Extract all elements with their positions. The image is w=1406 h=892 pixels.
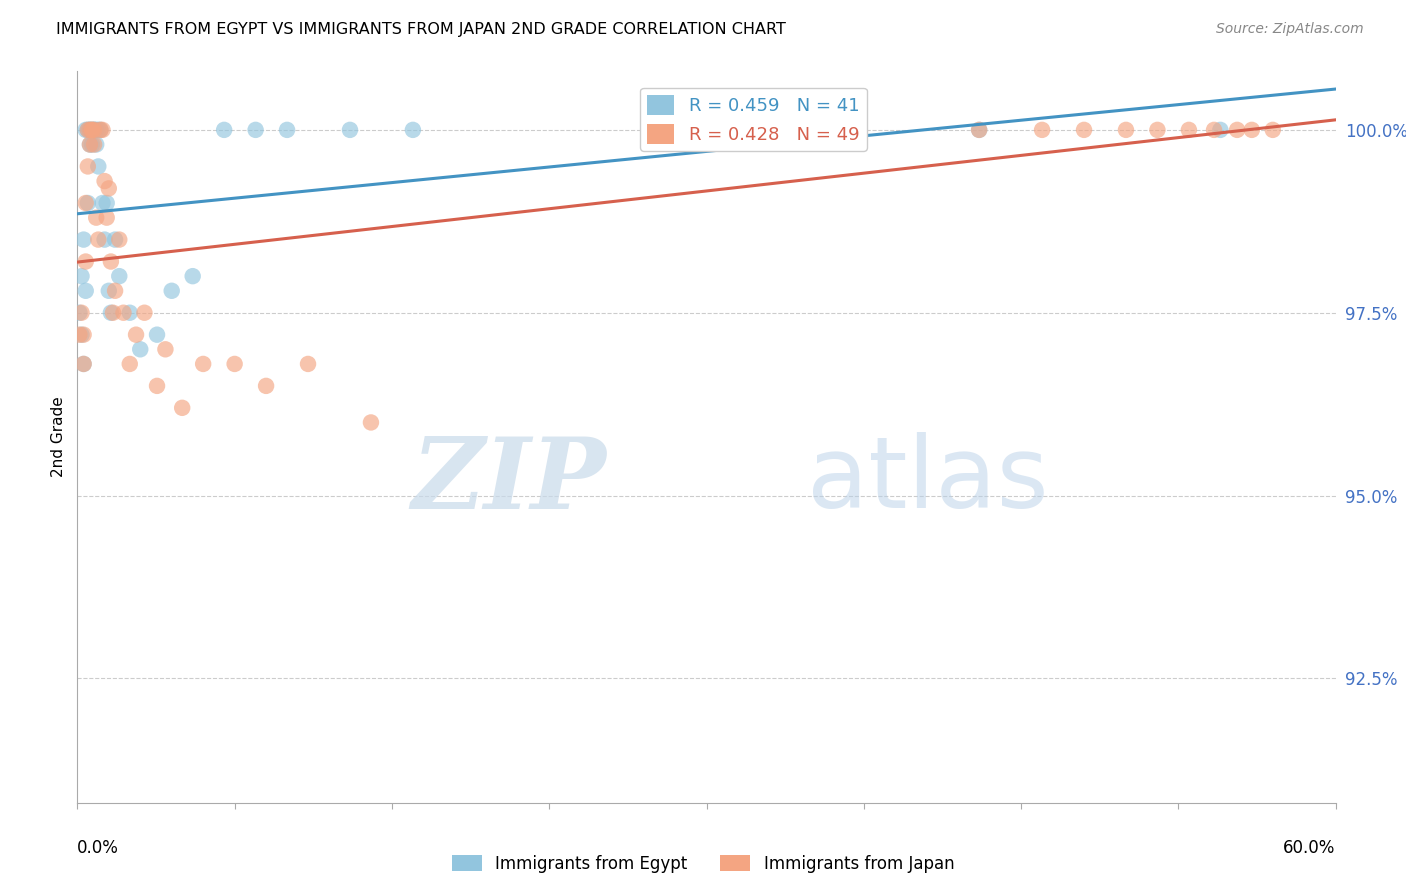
Point [76, 160, 98, 174]
Point [112, 306, 135, 320]
Point [80, 123, 103, 137]
Legend: Immigrants from Egypt, Immigrants from Japan: Immigrants from Egypt, Immigrants from J… [444, 848, 962, 880]
Point [75, 123, 97, 137]
Point [181, 269, 204, 284]
Point [402, 123, 425, 137]
Point [129, 343, 152, 357]
Text: IMMIGRANTS FROM EGYPT VS IMMIGRANTS FROM JAPAN 2ND GRADE CORRELATION CHART: IMMIGRANTS FROM EGYPT VS IMMIGRANTS FROM… [56, 22, 786, 37]
Point [1209, 123, 1232, 137]
Point [80, 123, 103, 137]
Point [79, 137, 101, 152]
Point [254, 379, 277, 393]
Point [800, 123, 823, 137]
Point [1031, 123, 1053, 137]
Point [1146, 123, 1168, 137]
Point [67, 327, 90, 342]
Point [108, 233, 131, 247]
Point [125, 327, 148, 342]
Point [83, 123, 105, 137]
Point [84, 211, 107, 225]
Point [79, 123, 101, 137]
Point [675, 123, 697, 137]
Point [1226, 123, 1249, 137]
Text: 0.0%: 0.0% [77, 839, 120, 857]
Point [146, 327, 169, 342]
Point [134, 306, 156, 320]
Point [118, 357, 141, 371]
Point [89, 123, 111, 137]
Point [276, 123, 298, 137]
Point [96, 196, 118, 211]
Point [79, 123, 101, 137]
Point [104, 284, 127, 298]
Point [76, 196, 98, 211]
Point [80, 137, 103, 152]
Point [1073, 123, 1095, 137]
Point [75, 254, 97, 268]
Point [339, 123, 361, 137]
Point [87, 233, 110, 247]
Point [146, 379, 169, 393]
Point [91, 196, 114, 211]
Point [89, 123, 111, 137]
Text: Source: ZipAtlas.com: Source: ZipAtlas.com [1216, 22, 1364, 37]
Point [87, 160, 110, 174]
Point [1261, 123, 1284, 137]
Point [967, 123, 990, 137]
Point [360, 416, 382, 430]
Point [93, 174, 115, 188]
Point [72, 357, 94, 371]
Y-axis label: 2nd Grade: 2nd Grade [51, 397, 66, 477]
Point [224, 357, 246, 371]
Point [83, 123, 105, 137]
Point [100, 254, 122, 268]
Point [72, 233, 94, 247]
Point [87, 123, 110, 137]
Point [1240, 123, 1263, 137]
Point [97, 284, 120, 298]
Point [70, 306, 93, 320]
Point [104, 233, 127, 247]
Point [93, 233, 115, 247]
Point [967, 123, 990, 137]
Point [212, 123, 235, 137]
Point [75, 196, 97, 211]
Point [1178, 123, 1201, 137]
Point [297, 357, 319, 371]
Point [79, 123, 101, 137]
Point [1202, 123, 1225, 137]
Point [91, 123, 114, 137]
Point [118, 306, 141, 320]
Point [76, 123, 98, 137]
Text: ZIP: ZIP [411, 433, 606, 529]
Point [72, 357, 94, 371]
Point [172, 401, 194, 415]
Point [160, 284, 183, 298]
Point [70, 269, 93, 284]
Point [96, 211, 118, 225]
Point [84, 137, 107, 152]
Point [97, 181, 120, 195]
Point [1115, 123, 1137, 137]
Point [67, 306, 90, 320]
Point [101, 306, 124, 320]
Point [100, 306, 122, 320]
Point [70, 327, 93, 342]
Point [75, 284, 97, 298]
Point [245, 123, 267, 137]
Legend: R = 0.459   N = 41, R = 0.428   N = 49: R = 0.459 N = 41, R = 0.428 N = 49 [640, 87, 866, 151]
Point [83, 123, 105, 137]
Point [108, 269, 131, 284]
Point [83, 137, 105, 152]
Point [80, 123, 103, 137]
Text: 60.0%: 60.0% [1284, 839, 1336, 857]
Point [76, 123, 98, 137]
Text: atlas: atlas [807, 433, 1049, 530]
Point [79, 137, 101, 152]
Point [191, 357, 215, 371]
Point [155, 343, 177, 357]
Point [800, 123, 823, 137]
Point [84, 123, 107, 137]
Point [72, 327, 94, 342]
